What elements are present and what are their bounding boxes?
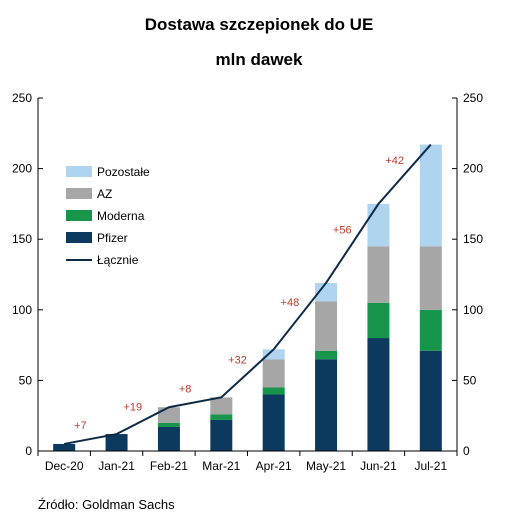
legend-label: Pfizer bbox=[97, 231, 128, 245]
legend-label: AZ bbox=[97, 187, 112, 201]
y-tick-label-left: 0 bbox=[25, 444, 32, 458]
y-tick-label-right: 200 bbox=[463, 162, 483, 176]
bar-pfizer-dec-20 bbox=[53, 443, 76, 451]
bar-pozosta-e-apr-21 bbox=[262, 349, 285, 360]
x-tick-label: Jul-21 bbox=[414, 459, 447, 473]
y-tick-label-right: 100 bbox=[463, 303, 483, 317]
total-line bbox=[64, 143, 432, 445]
increment-label: +19 bbox=[123, 402, 142, 414]
x-tick-label: Jun-21 bbox=[360, 459, 397, 473]
bars-layer bbox=[53, 144, 442, 451]
legend-label: Moderna bbox=[97, 209, 145, 223]
bar-moderna-feb-21 bbox=[157, 422, 180, 427]
legend: Pozostałe AZ Moderna Pfizer Łącznie bbox=[66, 165, 150, 267]
x-tick-label: Jan-21 bbox=[98, 459, 135, 473]
x-tick-label: Apr-21 bbox=[256, 459, 292, 473]
bar-az-feb-21 bbox=[157, 407, 180, 423]
bar-pfizer-mar-21 bbox=[210, 419, 233, 451]
legend-swatch-pozosta-e bbox=[66, 166, 92, 177]
bar-az-mar-21 bbox=[210, 397, 233, 415]
bar-pfizer-feb-21 bbox=[157, 426, 180, 451]
y-tick-label-right: 50 bbox=[463, 373, 477, 387]
y-tick-label-right: 0 bbox=[463, 444, 470, 458]
bar-pfizer-jan-21 bbox=[105, 434, 128, 451]
bar-pozosta-e-jun-21 bbox=[367, 203, 390, 247]
bar-moderna-apr-21 bbox=[262, 387, 285, 395]
bar-pfizer-may-21 bbox=[315, 359, 338, 451]
y-tick-label-right: 150 bbox=[463, 232, 483, 246]
x-tick-label: May-21 bbox=[306, 459, 346, 473]
bar-moderna-mar-21 bbox=[210, 414, 233, 420]
bar-az-jun-21 bbox=[367, 246, 390, 303]
y-tick-label-right: 250 bbox=[463, 91, 483, 105]
bar-az-apr-21 bbox=[262, 359, 285, 388]
chart-subtitle: mln dawek bbox=[215, 50, 303, 69]
bar-pfizer-jul-21 bbox=[419, 350, 442, 451]
increment-label: +48 bbox=[281, 297, 300, 309]
increment-label: +32 bbox=[228, 354, 247, 366]
bar-az-jul-21 bbox=[419, 246, 442, 310]
y-tick-label-left: 100 bbox=[12, 303, 32, 317]
source-note: Źródło: Goldman Sachs bbox=[38, 497, 175, 512]
legend-label: Pozostałe bbox=[97, 165, 150, 179]
increment-label: +8 bbox=[179, 383, 192, 395]
bar-moderna-may-21 bbox=[315, 350, 338, 360]
y-tick-label-left: 150 bbox=[12, 232, 32, 246]
bar-pfizer-jun-21 bbox=[367, 338, 390, 451]
bar-moderna-jul-21 bbox=[419, 309, 442, 351]
increment-label: +42 bbox=[385, 155, 404, 167]
x-tick-label: Mar-21 bbox=[202, 459, 240, 473]
legend-label: Łącznie bbox=[97, 253, 139, 267]
bar-az-may-21 bbox=[315, 301, 338, 351]
legend-swatch-az bbox=[66, 188, 92, 199]
bar-moderna-jun-21 bbox=[367, 302, 390, 339]
chart-title: Dostawa szczepionek do UE bbox=[144, 15, 374, 34]
bar-pfizer-apr-21 bbox=[262, 394, 285, 451]
legend-swatch-moderna bbox=[66, 210, 92, 221]
axes-layer: 0 0 50 50 100 100 150 150 200 200 250 250 Dec-20 Jan-… bbox=[12, 91, 483, 473]
increment-label: +56 bbox=[333, 224, 352, 236]
bar-pozosta-e-jul-21 bbox=[419, 144, 442, 247]
y-tick-label-left: 200 bbox=[12, 162, 32, 176]
annotations-layer: +7 +19 +8 +32 +48 +56 +42 bbox=[74, 155, 404, 432]
y-tick-label-left: 250 bbox=[12, 91, 32, 105]
legend-swatch-pfizer bbox=[66, 232, 92, 243]
total-line-layer bbox=[64, 143, 432, 445]
bar-pozosta-e-may-21 bbox=[315, 282, 338, 302]
x-tick-label: Feb-21 bbox=[150, 459, 188, 473]
y-tick-label-left: 50 bbox=[19, 373, 33, 387]
increment-label: +7 bbox=[74, 420, 87, 432]
x-tick-label: Dec-20 bbox=[45, 459, 84, 473]
